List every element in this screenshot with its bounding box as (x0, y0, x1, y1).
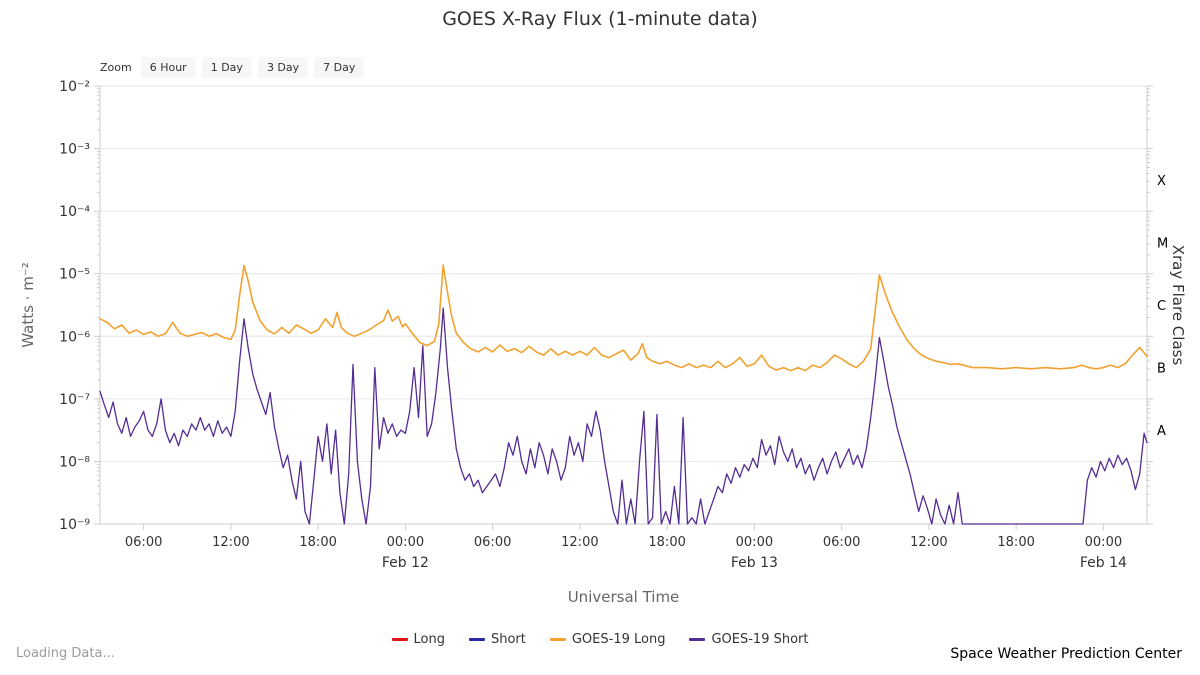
flare-class-label: A (1157, 424, 1166, 439)
zoom-7day-button[interactable]: 7 Day (314, 57, 365, 78)
legend-label-short: Short (490, 632, 526, 647)
axes: 10⁻² 10⁻³ 10⁻⁴ 10⁻⁵ 10⁻⁶ 10⁻⁷ 10⁻⁸ 10⁻⁹ 06:00 12:… (59, 79, 1153, 571)
gridlines (100, 85, 1147, 525)
flare-class-label: M (1157, 236, 1168, 251)
x-date-label: Feb 12 (382, 555, 429, 571)
zoom-label: Zoom (100, 61, 132, 74)
x-date-label: Feb 13 (731, 555, 778, 571)
legend-item-goes-19-short[interactable]: GOES-19 Short (689, 632, 809, 647)
zoom-controls: Zoom 6 Hour 1 Day 3 Day 7 Day (100, 57, 365, 78)
zoom-6hour-button[interactable]: 6 Hour (140, 57, 196, 78)
series-goes-19-long-line (99, 264, 1148, 372)
x-tick-label: 18:00 (997, 535, 1034, 550)
flare-class-label: B (1157, 362, 1166, 377)
legend-marker-goes-19-long (549, 638, 566, 641)
right-axis-title: Xray Flare Class (1169, 244, 1187, 366)
y-tick-label: 10⁻⁶ (59, 329, 90, 345)
legend: Long Short GOES-19 Long GOES-19 Short (0, 632, 1200, 647)
y-tick-label: 10⁻⁹ (59, 517, 90, 533)
legend-marker-short (468, 638, 485, 641)
y-tick-label: 10⁻³ (59, 142, 90, 158)
flare-class-label: X (1157, 174, 1166, 189)
x-tick-label: 06:00 (474, 535, 511, 550)
zoom-3day-button[interactable]: 3 Day (257, 57, 309, 78)
legend-marker-long (391, 638, 408, 641)
legend-label-goes-19-long: GOES-19 Long (571, 632, 666, 647)
legend-item-goes-19-long[interactable]: GOES-19 Long (549, 632, 666, 647)
y-tick-label: 10⁻² (59, 79, 90, 95)
x-axis-title: Universal Time (567, 588, 680, 606)
x-tick-label: 18:00 (299, 535, 336, 550)
loading-text: Loading Data... (16, 646, 115, 661)
series-goes-19-short-line (99, 307, 1148, 525)
x-tick-label: 06:00 (125, 535, 162, 550)
x-tick-label: 12:00 (561, 535, 598, 550)
x-tick-label: 06:00 (823, 535, 860, 550)
y-axis-title: Watts · m⁻² (19, 262, 37, 348)
credit-text: Space Weather Prediction Center (950, 646, 1182, 662)
x-tick-label: 00:00 (736, 535, 773, 550)
x-tick-label: 12:00 (910, 535, 947, 550)
y-tick-label: 10⁻⁴ (59, 204, 90, 220)
legend-item-short[interactable]: Short (468, 632, 526, 647)
x-tick-label: 18:00 (648, 535, 685, 550)
chart-title: GOES X-Ray Flux (1-minute data) (442, 8, 758, 30)
zoom-1day-button[interactable]: 1 Day (201, 57, 252, 78)
y-tick-label: 10⁻⁸ (59, 454, 90, 470)
x-date-label: Feb 14 (1080, 555, 1127, 571)
legend-item-long[interactable]: Long (391, 632, 445, 647)
legend-label-long: Long (413, 632, 445, 647)
x-tick-label: 00:00 (1085, 535, 1122, 550)
legend-label-goes-19-short: GOES-19 Short (711, 632, 809, 647)
x-tick-label: 12:00 (212, 535, 249, 550)
y-tick-label: 10⁻⁵ (59, 267, 90, 283)
flare-class-label: C (1157, 299, 1166, 314)
legend-marker-goes-19-short (689, 638, 706, 641)
y-tick-label: 10⁻⁷ (59, 392, 90, 408)
x-tick-label: 00:00 (387, 535, 424, 550)
